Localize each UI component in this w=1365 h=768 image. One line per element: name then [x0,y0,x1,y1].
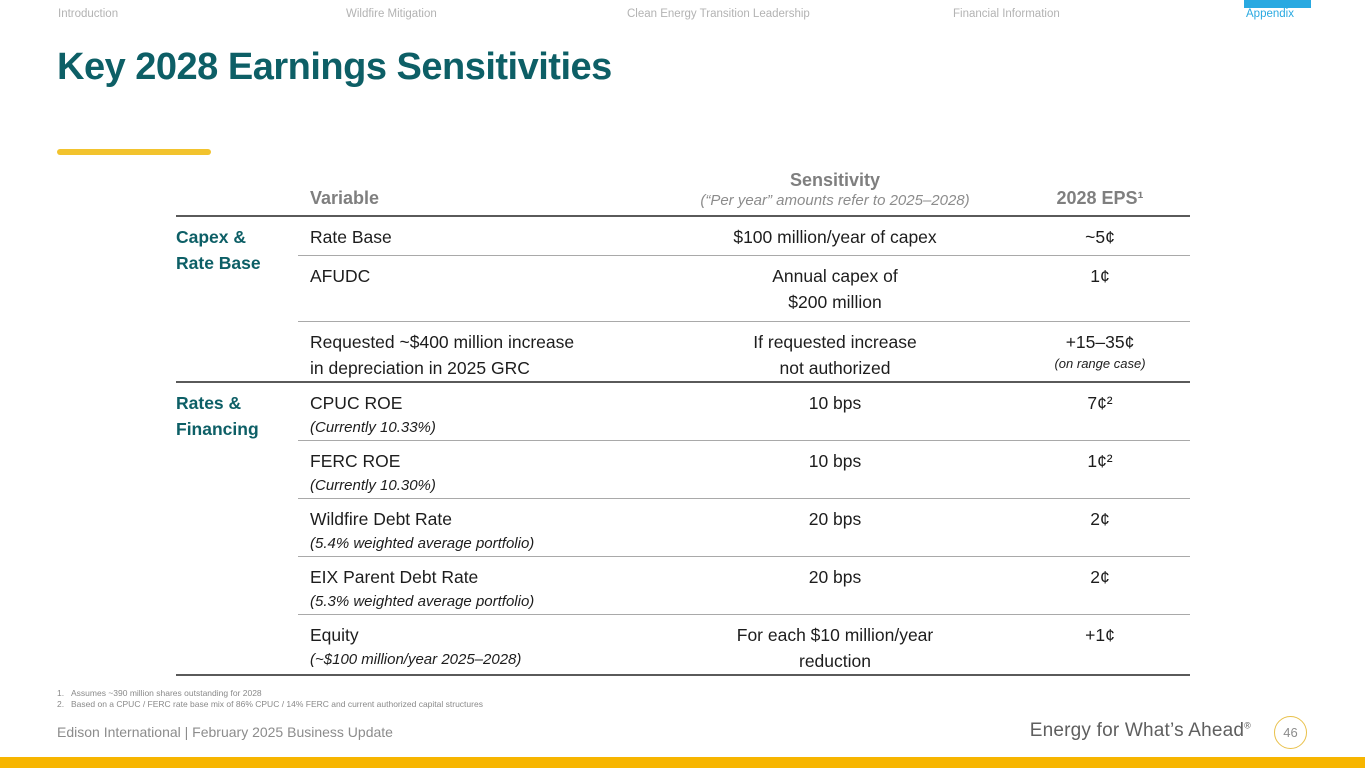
sensitivity-cell: 10 bps [808,451,862,471]
table-row: AFUDC Annual capex of $200 million 1¢ [176,254,1190,321]
footnote-2: 2. Based on a CPUC / FERC rate base mix o… [57,699,483,710]
eps-cell: 7¢² [1087,392,1113,413]
footnote-1: 1. Assumes ~390 million shares outstandin… [57,688,483,699]
variable-note: (5.3% weighted average portfolio) [310,593,535,610]
nav-item-introduction[interactable]: Introduction [58,8,119,20]
eps-cell: 2¢ [1090,567,1110,587]
footnotes: 1. Assumes ~390 million shares outstandin… [57,688,483,709]
column-header-variable: Variable [298,170,660,217]
variable-note: (Currently 10.30%) [310,477,436,494]
footnote-number: 1. [57,688,65,698]
eps-cell: 1¢ [1090,265,1110,286]
footnote-number: 2. [57,698,65,709]
table-row: Equity (~$100 million/year 2025–2028) For… [176,614,1190,676]
sensitivity-header-note: (“Per year” amounts refer to 2025–2028) [700,192,970,209]
variable-cell: AFUDC [310,265,371,286]
sensitivity-cell: $100 million/year of capex [733,227,937,247]
nav-item-wildfire-mitigation[interactable]: Wildfire Mitigation [346,8,437,20]
page-title: Key 2028 Earnings Sensitivities [57,46,612,88]
eps-cell: 1¢² [1087,451,1113,471]
sensitivity-cell: Annual capex of $200 million [772,265,898,312]
variable-cell: EIX Parent Debt Rate [310,567,479,587]
variable-cell: Wildfire Debt Rate [310,509,452,529]
table-row: Rates & Financing CPUC ROE (Currently 10.… [176,380,1190,676]
earnings-sensitivities-table: Variable Sensitivity (“Per year” amounts… [176,170,1190,676]
table-row: Wildfire Debt Rate (5.4% weighted average… [176,498,1190,557]
table-row: FERC ROE (Currently 10.30%) 10 bps 1¢² [176,440,1190,499]
variable-cell: Requested ~$400 million increase in depr… [310,331,575,378]
page-number-badge: 46 [1274,716,1307,749]
bottom-accent-bar [0,757,1365,768]
brand-tagline: Energy for What’s Ahead® [1030,720,1251,742]
column-header-2028-eps: 2028 EPS¹ [1010,170,1190,217]
eps-cell: ~5¢ [1085,227,1115,247]
eps-cell: +1¢ [1085,625,1115,645]
group-header-cell [176,170,298,217]
eps-note: (on range case) [1054,355,1146,371]
sensitivity-cell: 20 bps [808,567,862,587]
sensitivity-cell: If requested increase not authorized [753,331,917,378]
sensitivity-header-label: Sensitivity [789,170,881,190]
variable-note: (~$100 million/year 2025–2028) [310,651,522,668]
variable-cell: Rate Base [310,227,392,247]
registered-trademark-mark: ® [1244,720,1251,731]
table-row: EIX Parent Debt Rate (5.3% weighted avera… [176,556,1190,615]
row-group-label-rates-financing: Rates & Financing [176,380,298,676]
sensitivity-cell: 20 bps [808,509,862,529]
table-header-row: Variable Sensitivity (“Per year” amounts… [176,170,1190,217]
variable-cell: Equity [310,625,359,645]
column-header-sensitivity: Sensitivity (“Per year” amounts refer to… [660,170,1010,217]
brand-tagline-text: Energy for What’s Ahead [1029,720,1245,741]
footnote-text: Assumes ~390 million shares outstanding … [71,688,262,698]
variable-note: (5.4% weighted average portfolio) [310,535,535,552]
sensitivity-cell: 10 bps [808,392,862,413]
eps-cell: 2¢ [1090,509,1110,529]
sensitivity-cell: For each $10 million/year reduction [736,625,934,671]
nav-item-appendix[interactable]: Appendix [1246,8,1294,20]
footer-company-and-deck-title: Edison International | February 2025 Bus… [57,724,393,740]
table-row: Requested ~$400 million increase in depr… [176,320,1190,382]
active-tab-indicator [1244,0,1311,8]
variable-cell: FERC ROE [310,451,401,471]
variable-note: (Currently 10.33%) [310,418,436,436]
nav-item-clean-energy-transition-leadership[interactable]: Clean Energy Transition Leadership [627,8,810,20]
table-row: Capex & Rate Base Rate Base $100 million… [176,216,1190,273]
page-number: 46 [1283,725,1298,740]
footnote-text: Based on a CPUC / FERC rate base mix of … [71,698,483,709]
eps-cell: +15–35¢ [1065,331,1135,352]
row-group-label-capex-rate-base: Capex & Rate Base [176,227,261,273]
title-accent-line [57,149,211,155]
variable-cell: CPUC ROE [310,392,403,413]
nav-item-financial-information[interactable]: Financial Information [953,8,1060,20]
slide-section-nav: Introduction Wildfire Mitigation Clean E… [0,0,1365,28]
